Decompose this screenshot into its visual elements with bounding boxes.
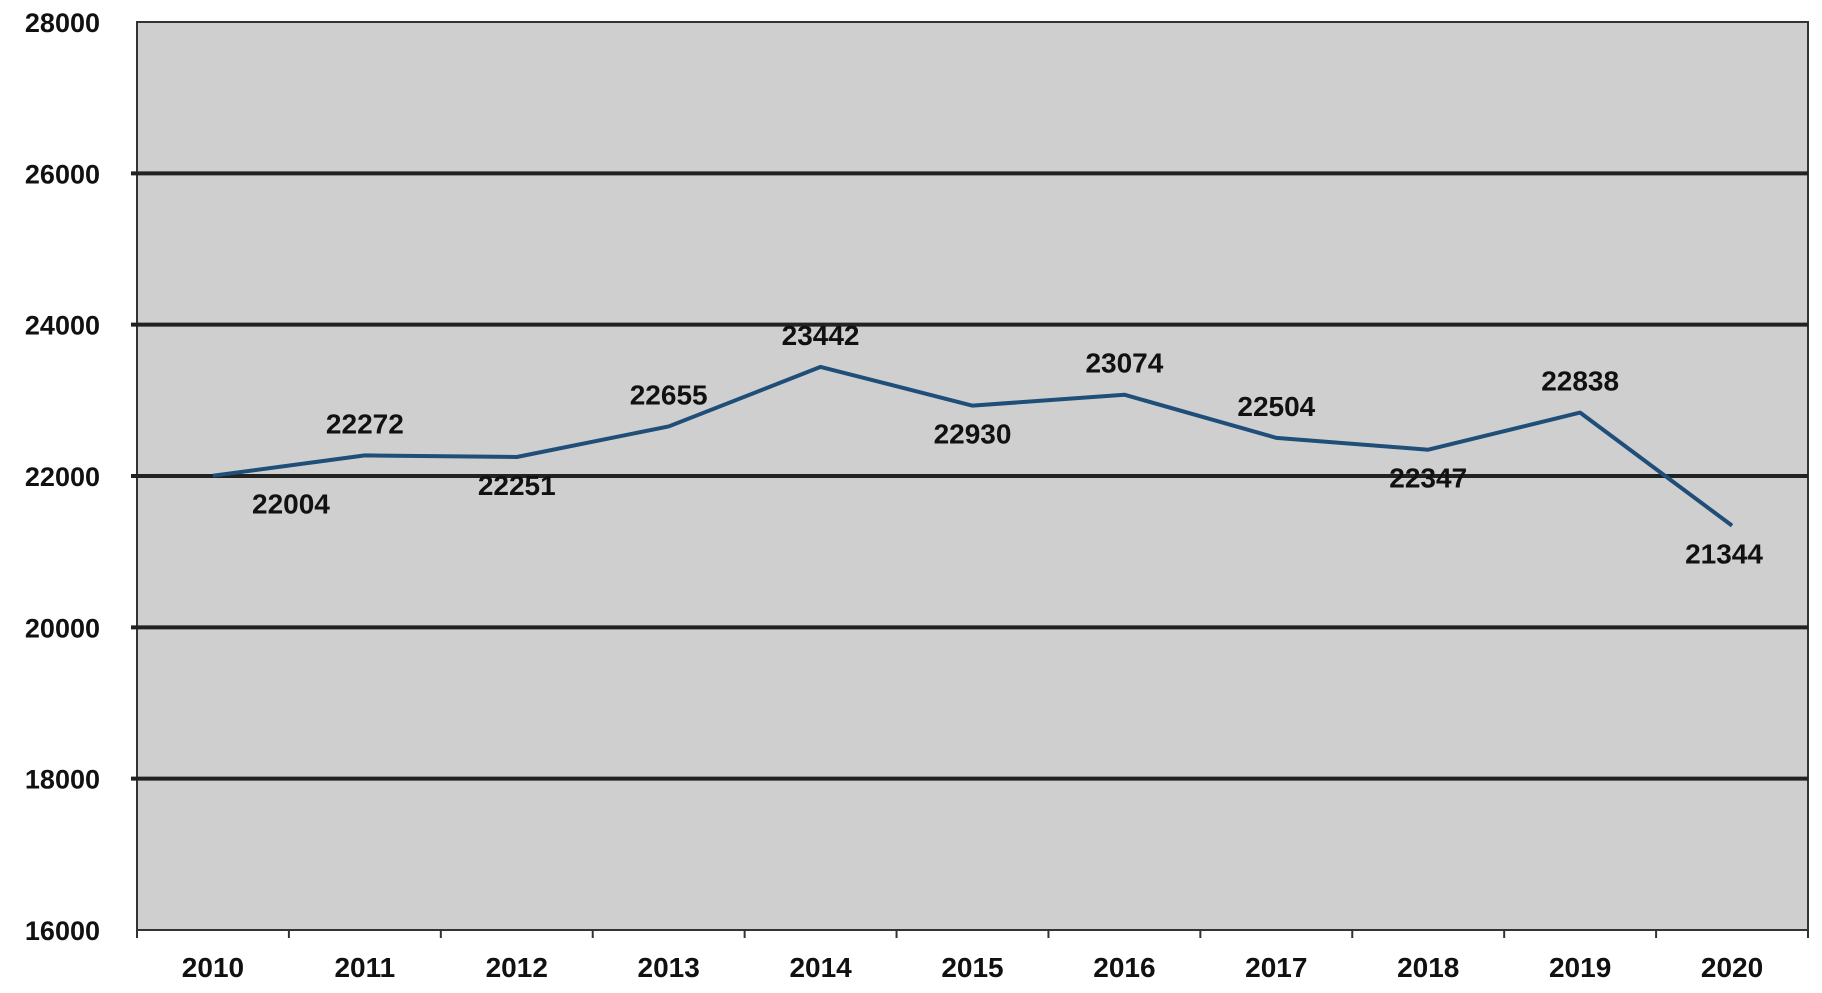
x-tick-label: 2016 <box>1093 952 1155 983</box>
y-tick-label: 24000 <box>25 311 100 341</box>
y-tick-label: 22000 <box>25 462 100 492</box>
x-tick-label: 2018 <box>1397 952 1459 983</box>
data-label: 22251 <box>478 470 556 501</box>
data-label: 22655 <box>630 379 708 410</box>
data-label: 22004 <box>252 489 330 520</box>
data-label: 22930 <box>934 419 1012 450</box>
data-label: 23074 <box>1085 348 1163 379</box>
y-tick-label: 20000 <box>25 613 100 643</box>
x-tick-label: 2010 <box>182 952 244 983</box>
x-axis-ticks: 2010 2011 2012 2013 2014 2015 2016 2017 2018 2019… <box>137 930 1808 983</box>
x-tick-label: 2012 <box>486 952 548 983</box>
y-tick-label: 18000 <box>25 765 100 795</box>
data-label: 22347 <box>1389 463 1467 494</box>
y-tick-label: 26000 <box>25 159 100 189</box>
data-label: 23442 <box>782 320 860 351</box>
x-tick-label: 2017 <box>1245 952 1307 983</box>
x-tick-label: 2019 <box>1549 952 1611 983</box>
x-tick-label: 2013 <box>638 952 700 983</box>
data-label: 21344 <box>1685 539 1763 570</box>
x-tick-label: 2020 <box>1701 952 1763 983</box>
x-tick-label: 2011 <box>334 952 395 983</box>
data-label: 22272 <box>326 408 404 439</box>
y-axis-ticks: 16000 18000 20000 22000 24000 26000 28000 <box>25 8 100 946</box>
y-tick-label: 28000 <box>25 8 100 38</box>
data-label: 22838 <box>1541 366 1619 397</box>
x-tick-label: 2014 <box>789 952 852 983</box>
y-tick-label: 16000 <box>25 916 100 946</box>
data-label: 22504 <box>1237 391 1315 422</box>
x-tick-label: 2015 <box>941 952 1003 983</box>
